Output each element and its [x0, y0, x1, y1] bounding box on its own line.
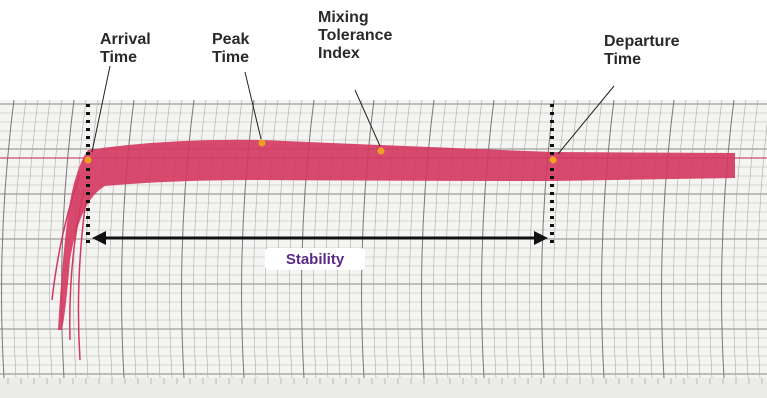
- farinograph-diagram: Stability ArrivalTime PeakTime MixingTol…: [0, 0, 767, 398]
- page: {"labels": [ {"lines": ["Arrival", "Time…: [0, 0, 767, 398]
- chart-paper: [0, 100, 767, 398]
- stability-label: Stability: [286, 251, 345, 268]
- grid-line: [0, 378, 767, 398]
